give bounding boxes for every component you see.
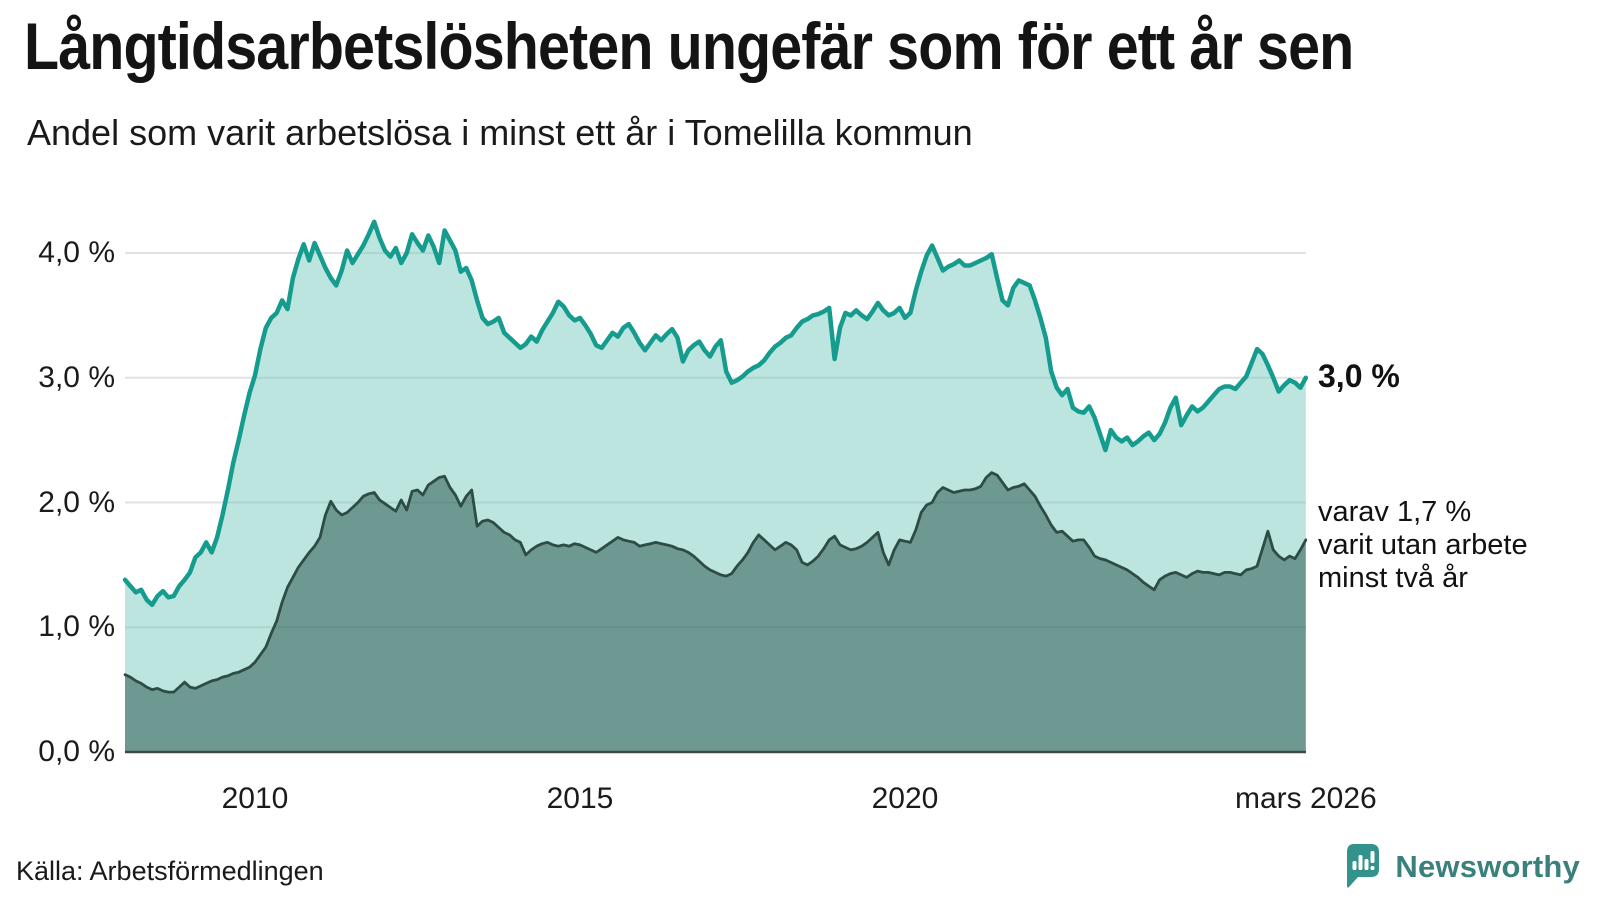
line-unemployed-one-year	[122, 219, 1309, 608]
y-tick-label: 3,0 %	[38, 360, 115, 394]
annotation-line-3: minst två år	[1318, 562, 1468, 594]
annotation-two-years: varav 1,7 % varit utan arbete minst två …	[1318, 496, 1528, 595]
brand-name: Newsworthy	[1395, 849, 1580, 884]
annotation-line-2: varit utan arbete	[1318, 529, 1528, 561]
area-unemployed-two-years	[125, 472, 1306, 752]
page-subtitle: Andel som varit arbetslösa i minst ett å…	[27, 112, 973, 153]
y-tick-label: 0,0 %	[38, 735, 115, 768]
line-unemployed-two-years	[123, 471, 1308, 694]
brand-logo: Newsworthy	[1344, 843, 1580, 891]
y-tick-label: 4,0 %	[38, 236, 115, 269]
x-tick-label: 2020	[871, 782, 939, 815]
page-title: Långtidsarbetslösheten ungefär som för e…	[24, 9, 1354, 83]
x-tick-label: mars 2026	[1234, 782, 1377, 815]
y-tick-label: 2,0 %	[38, 485, 115, 519]
x-tick-label: 2015	[546, 782, 614, 815]
end-value-label: 3,0 %	[1318, 358, 1400, 394]
newsworthy-icon	[1347, 844, 1380, 888]
y-tick-label: 1,0 %	[38, 610, 115, 644]
annotation-line-1: varav 1,7 %	[1318, 496, 1472, 528]
source-note: Källa: Arbetsförmedlingen	[16, 856, 324, 886]
x-tick-label: 2010	[221, 782, 289, 815]
